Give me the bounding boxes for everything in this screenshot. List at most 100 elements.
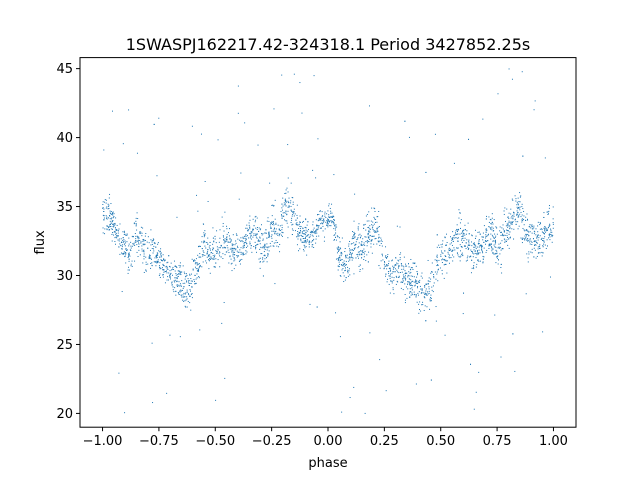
scatter-point: [368, 251, 370, 253]
scatter-point: [197, 254, 199, 256]
scatter-point: [414, 284, 416, 286]
scatter-point: [204, 235, 206, 236]
scatter-point: [360, 250, 362, 252]
scatter-point: [413, 281, 415, 283]
scatter-point: [397, 281, 399, 283]
scatter-point: [102, 232, 104, 234]
scatter-point: [216, 246, 218, 248]
scatter-point: [295, 219, 297, 221]
scatter-point: [127, 253, 129, 255]
scatter-point: [203, 251, 205, 253]
scatter-point: [517, 213, 519, 215]
scatter-point: [412, 262, 414, 264]
scatter-point: [358, 246, 360, 248]
scatter-point: [307, 230, 309, 232]
scatter-point: [338, 261, 340, 263]
scatter-point: [218, 247, 220, 249]
scatter-point: [287, 177, 289, 179]
scatter-point: [273, 245, 275, 247]
scatter-point: [195, 262, 197, 264]
scatter-point: [498, 246, 500, 248]
scatter-point: [216, 251, 218, 253]
scatter-point: [523, 210, 525, 212]
scatter-point: [329, 225, 331, 227]
scatter-point: [363, 253, 365, 255]
scatter-point: [138, 246, 140, 248]
scatter-point: [376, 227, 378, 229]
scatter-point: [310, 230, 312, 232]
scatter-point: [223, 239, 225, 241]
scatter-point: [490, 246, 492, 248]
scatter-point: [308, 246, 310, 248]
scatter-point: [412, 268, 414, 270]
scatter-point: [487, 240, 489, 242]
scatter-point: [512, 221, 514, 223]
scatter-point: [515, 198, 517, 200]
scatter-point: [244, 122, 246, 124]
scatter-point: [107, 203, 109, 205]
scatter-point: [499, 246, 501, 248]
scatter-point: [171, 284, 173, 286]
scatter-point: [305, 218, 307, 220]
scatter-point: [385, 390, 387, 392]
scatter-point: [514, 370, 516, 372]
scatter-point: [272, 221, 274, 223]
scatter-point: [315, 219, 317, 221]
scatter-point: [261, 232, 263, 234]
scatter-point: [475, 257, 477, 259]
scatter-point: [473, 266, 475, 268]
scatter-point: [551, 241, 553, 243]
scatter-point: [453, 247, 455, 249]
scatter-point: [521, 242, 523, 244]
scatter-point: [246, 227, 248, 229]
scatter-point: [315, 229, 317, 231]
scatter-point: [357, 226, 359, 228]
scatter-point: [235, 264, 237, 266]
scatter-point: [519, 192, 521, 194]
scatter-point: [535, 257, 537, 259]
scatter-point: [305, 240, 307, 242]
scatter-point: [304, 245, 306, 247]
scatter-point: [435, 320, 437, 322]
scatter-point: [312, 232, 314, 234]
scatter-point: [490, 243, 492, 245]
scatter-point: [234, 249, 236, 251]
scatter-point: [229, 248, 231, 250]
scatter-point: [377, 240, 379, 242]
scatter-point: [462, 233, 464, 235]
scatter-point: [395, 257, 397, 259]
scatter-point: [520, 211, 522, 213]
scatter-point: [491, 229, 493, 231]
scatter-point: [189, 289, 191, 291]
scatter-point: [111, 233, 113, 235]
scatter-point: [342, 264, 344, 266]
scatter-point: [257, 240, 259, 242]
scatter-point: [219, 255, 221, 257]
scatter-point: [459, 260, 461, 262]
scatter-point: [102, 227, 104, 229]
scatter-point: [319, 219, 321, 221]
scatter-point: [528, 253, 530, 255]
scatter-point: [517, 208, 519, 210]
scatter-point: [496, 250, 498, 252]
scatter-point: [259, 261, 261, 263]
scatter-point: [397, 276, 399, 278]
scatter-point: [159, 273, 161, 275]
scatter-point: [255, 227, 257, 229]
scatter-point: [494, 236, 496, 238]
scatter-point: [436, 271, 438, 273]
scatter-point: [127, 272, 129, 274]
scatter-point: [177, 291, 179, 293]
scatter-point: [108, 205, 110, 207]
scatter-point: [379, 244, 381, 246]
scatter-point: [256, 217, 258, 219]
scatter-point: [150, 267, 152, 269]
scatter-point: [109, 218, 111, 220]
scatter-point: [548, 210, 550, 212]
scatter-point: [331, 216, 333, 218]
scatter-point: [302, 249, 304, 251]
scatter-point: [136, 229, 138, 231]
scatter-point: [120, 244, 122, 246]
scatter-point: [493, 253, 495, 255]
scatter-point: [267, 253, 269, 255]
